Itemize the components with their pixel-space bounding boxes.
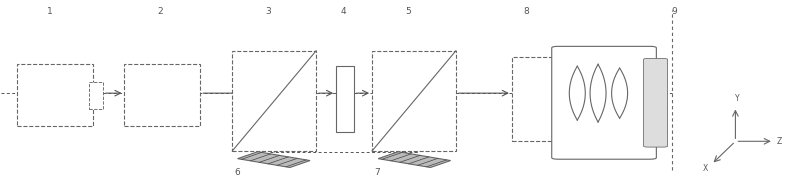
Bar — [125, 64, 200, 126]
Bar — [17, 64, 93, 126]
FancyBboxPatch shape — [643, 58, 667, 147]
Bar — [232, 51, 316, 151]
Text: 6: 6 — [234, 168, 240, 177]
Text: 1: 1 — [47, 7, 53, 16]
Text: 5: 5 — [405, 7, 411, 16]
Text: X: X — [702, 164, 708, 173]
Bar — [372, 51, 456, 151]
Text: 9: 9 — [671, 7, 677, 16]
Bar — [336, 66, 354, 132]
Bar — [89, 82, 103, 109]
Text: Y: Y — [734, 94, 739, 103]
Text: 8: 8 — [523, 7, 529, 16]
Text: 3: 3 — [266, 7, 271, 16]
Text: 7: 7 — [374, 168, 380, 177]
Polygon shape — [378, 152, 450, 167]
Text: Z: Z — [777, 137, 782, 146]
Bar — [512, 57, 558, 141]
Text: 2: 2 — [158, 7, 163, 16]
FancyBboxPatch shape — [552, 46, 656, 159]
Polygon shape — [238, 152, 310, 167]
Text: 4: 4 — [341, 7, 346, 16]
